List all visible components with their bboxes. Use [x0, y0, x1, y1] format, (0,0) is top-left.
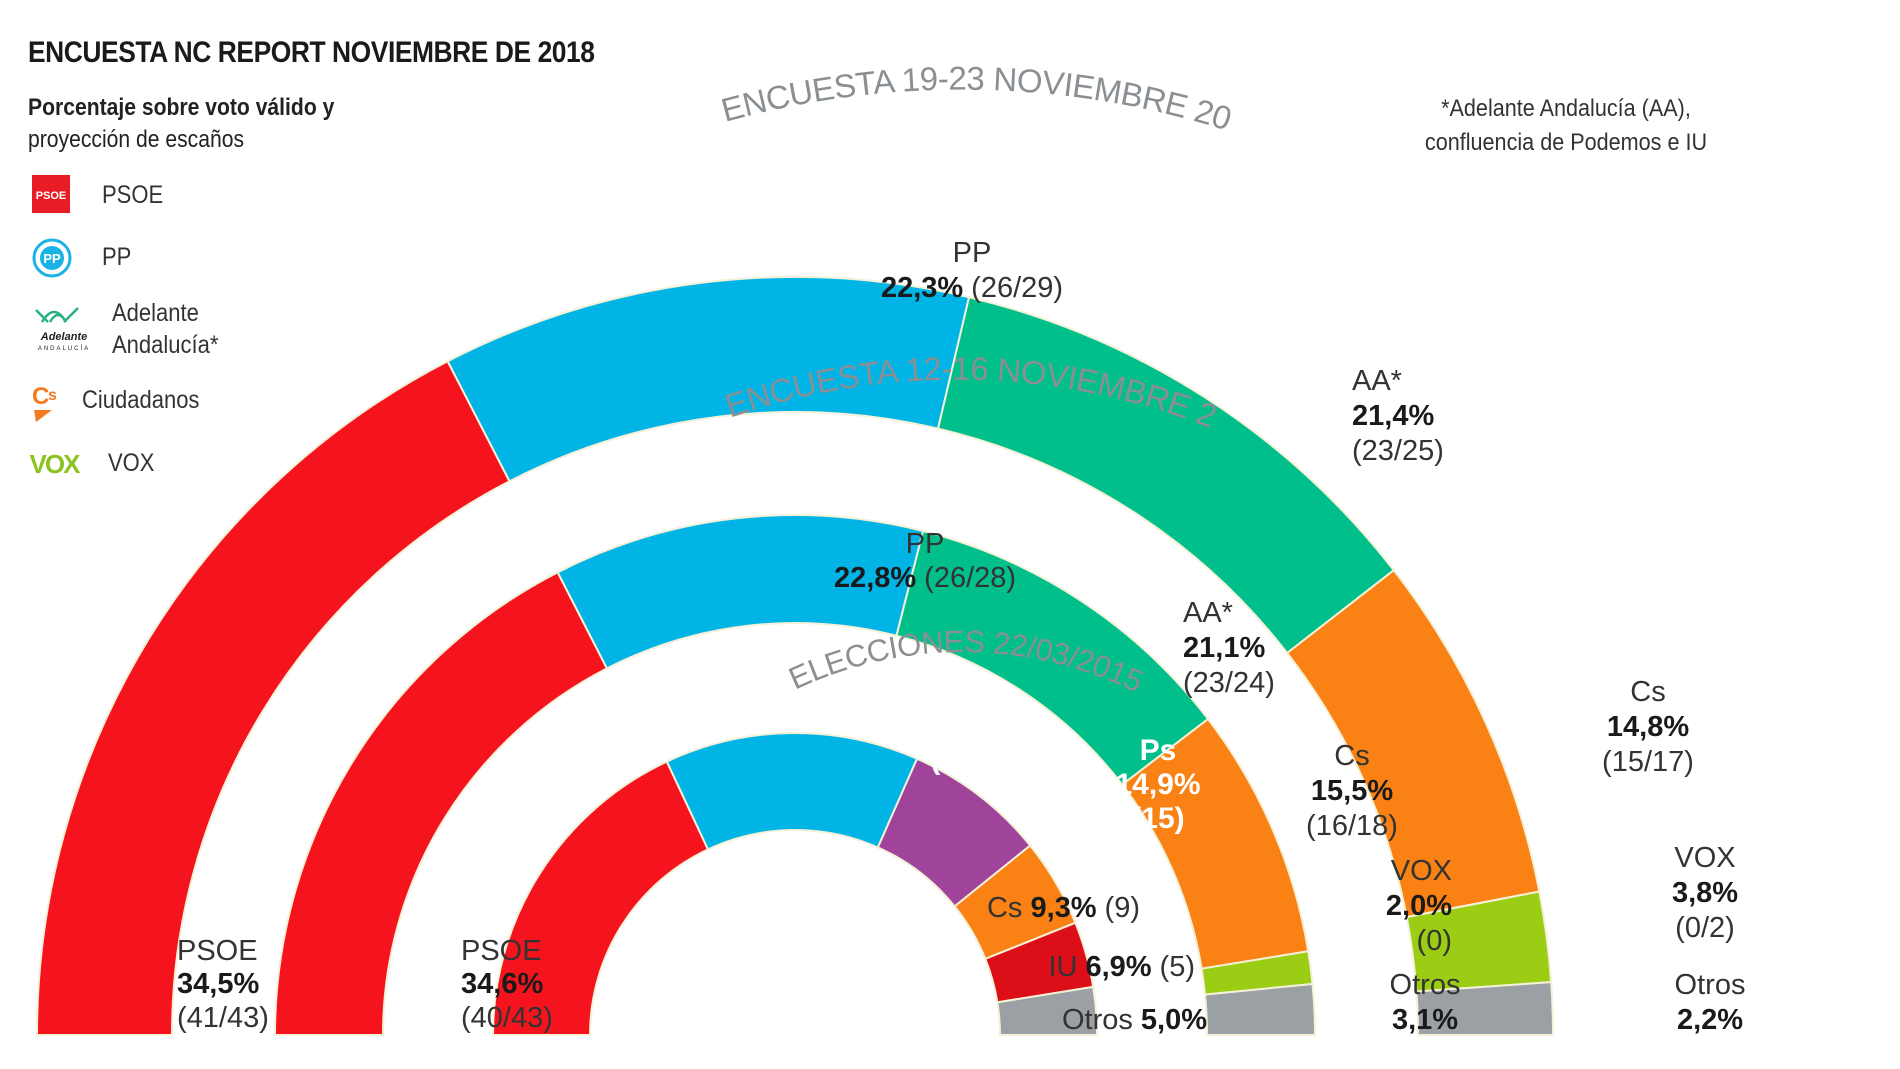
label-outer-psoe: PSOE 34,5% (41/43) [177, 935, 269, 1034]
svg-text:(47): (47) [617, 990, 670, 1023]
svg-text:15,5%: 15,5% [1311, 775, 1393, 807]
vox-logo-icon: VOX [24, 443, 84, 483]
svg-text:Cs: Cs [1630, 676, 1665, 708]
svg-text:21,1%: 21,1% [1183, 632, 1265, 664]
legend-label: PSOE [102, 180, 164, 209]
svg-text:(23/25): (23/25) [1352, 435, 1444, 467]
svg-text:ANDALUCÍA: ANDALUCÍA [38, 345, 90, 352]
svg-text:(15): (15) [1131, 802, 1184, 835]
footnote-line-2: confluencia de Podemos e IU [1424, 129, 1708, 156]
label-outer-vox: VOX 3,8% (0/2) [1672, 842, 1738, 944]
footnote: *Adelante Andalucía (AA), confluencia de… [1395, 92, 1737, 160]
svg-text:PSOE: PSOE [36, 190, 67, 202]
svg-text:34,6%: 34,6% [461, 968, 543, 1000]
svg-text:Cs9,3%(9): Cs 9,3% (9) [987, 892, 1140, 924]
label-outer-pp: PP 22,3% (26/29) [881, 237, 1063, 304]
svg-text:Cs: Cs [1334, 740, 1369, 772]
svg-text:(23/24): (23/24) [1183, 667, 1275, 699]
footnote-line-1: *Adelante Andalucía (AA), [1441, 95, 1691, 122]
svg-text:(41/43): (41/43) [177, 1002, 269, 1034]
svg-text:Adelante: Adelante [40, 331, 87, 343]
svg-text:PP: PP [43, 251, 61, 266]
segment-inner-otros [996, 985, 1099, 1036]
label-outer-cs: Cs 14,8% (15/17) [1602, 676, 1694, 778]
svg-text:2,0%: 2,0% [1386, 890, 1452, 922]
svg-text:14,8%: 14,8% [1607, 711, 1689, 743]
svg-text:VOX: VOX [1391, 855, 1452, 887]
svg-text:Otros: Otros [1675, 969, 1746, 1001]
segment-outer-otros [1415, 981, 1555, 1036]
svg-text:2,2%: 2,2% [1677, 1004, 1743, 1036]
svg-text:34,5%: 34,5% [177, 968, 259, 1000]
svg-text:PP: PP [937, 674, 977, 707]
svg-text:PP: PP [953, 237, 992, 269]
label-inner-pp: PP 26,7% (33) [914, 674, 999, 776]
label-middle-cs: Cs 15,5% (16/18) [1306, 740, 1398, 842]
segment-middle-otros [1203, 982, 1317, 1036]
legend-label: PP [102, 242, 132, 271]
svg-text:(0/2): (0/2) [1675, 912, 1735, 944]
legend-item-adelante-andalucia: Adelante ANDALUCÍA Adelante Andalucía* [30, 297, 233, 361]
svg-text:VOX: VOX [30, 449, 82, 479]
psoe-logo-icon: PSOE [30, 175, 80, 215]
svg-text:22,8%(26/28): 22,8% (26/28) [834, 562, 1016, 594]
legend-label: VOX [108, 448, 155, 477]
legend-label-line-2: Andalucía* [112, 331, 219, 359]
label-inner-psoe: PSOE 35,4% (47) [617, 922, 702, 1023]
svg-text:C: C [32, 383, 49, 410]
label-middle-vox: VOX 2,0% (0) [1386, 855, 1452, 957]
svg-text:PSOE: PSOE [617, 922, 700, 955]
label-outer-otros: Otros 2,2% [1675, 969, 1746, 1036]
legend-item-vox: VOX VOX [24, 443, 161, 483]
svg-text:PSOE: PSOE [177, 935, 258, 967]
svg-text:VOX: VOX [1674, 842, 1735, 874]
legend-item-psoe: PSOE PSOE [30, 175, 171, 215]
label-middle-pp: PP 22,8% (26/28) [834, 528, 1016, 594]
svg-text:PP: PP [906, 528, 945, 560]
svg-text:21,4%: 21,4% [1352, 400, 1434, 432]
chart-subtitle: Porcentaje sobre voto válido y proyecció… [28, 92, 334, 156]
svg-text:(0): (0) [1417, 925, 1452, 957]
svg-text:Ps: Ps [1140, 734, 1177, 767]
svg-text:14,9%: 14,9% [1115, 768, 1200, 801]
label-middle-otros: Otros 3,1% [1390, 969, 1461, 1036]
svg-text:35,4%: 35,4% [617, 956, 702, 989]
svg-text:(33): (33) [930, 743, 983, 776]
label-middle-aa: AA* 21,1% (23/24) [1183, 597, 1275, 699]
adelante-andalucia-logo-icon: Adelante ANDALUCÍA [30, 300, 98, 358]
legend-label-line-1: Adelante [112, 299, 199, 327]
svg-text:Otros: Otros [1390, 969, 1461, 1001]
svg-text:s: s [48, 387, 57, 404]
subtitle-line-1: Porcentaje sobre voto válido y [28, 94, 335, 121]
svg-text:IU6,9%(5): IU 6,9% (5) [1048, 951, 1195, 983]
legend-item-pp: PP PP [30, 237, 135, 278]
label-middle-psoe: PSOE 34,6% (40/43) [461, 935, 553, 1034]
pp-logo-icon: PP [30, 237, 80, 278]
segments-layer [35, 276, 1555, 1036]
svg-text:AA*: AA* [1183, 597, 1233, 629]
svg-text:(40/43): (40/43) [461, 1002, 553, 1034]
chart-title: ENCUESTA NC REPORT NOVIEMBRE DE 2018 [28, 36, 595, 69]
subtitle-line-2: proyección de escaños [28, 126, 245, 153]
label-inner-iu: IU 6,9% (5) [1048, 951, 1195, 983]
svg-text:3,1%: 3,1% [1392, 1004, 1458, 1036]
svg-text:AA*: AA* [1352, 365, 1402, 397]
svg-text:26,7%: 26,7% [914, 709, 999, 742]
label-inner-cs: Cs 9,3% (9) [987, 892, 1140, 924]
svg-text:3,8%: 3,8% [1672, 877, 1738, 909]
label-inner-ps: Ps 14,9% (15) [1115, 734, 1200, 835]
svg-text:(15/17): (15/17) [1602, 746, 1694, 778]
svg-text:PSOE: PSOE [461, 935, 542, 967]
legend-label: Ciudadanos [82, 385, 200, 414]
label-outer-aa: AA* 21,4% (23/25) [1352, 365, 1444, 467]
svg-text:(16/18): (16/18) [1306, 810, 1398, 842]
svg-text:22,3%(26/29): 22,3% (26/29) [881, 272, 1063, 304]
segment-inner-pp [665, 732, 919, 851]
label-inner-otros: Otros 5,0% [1062, 1004, 1207, 1036]
